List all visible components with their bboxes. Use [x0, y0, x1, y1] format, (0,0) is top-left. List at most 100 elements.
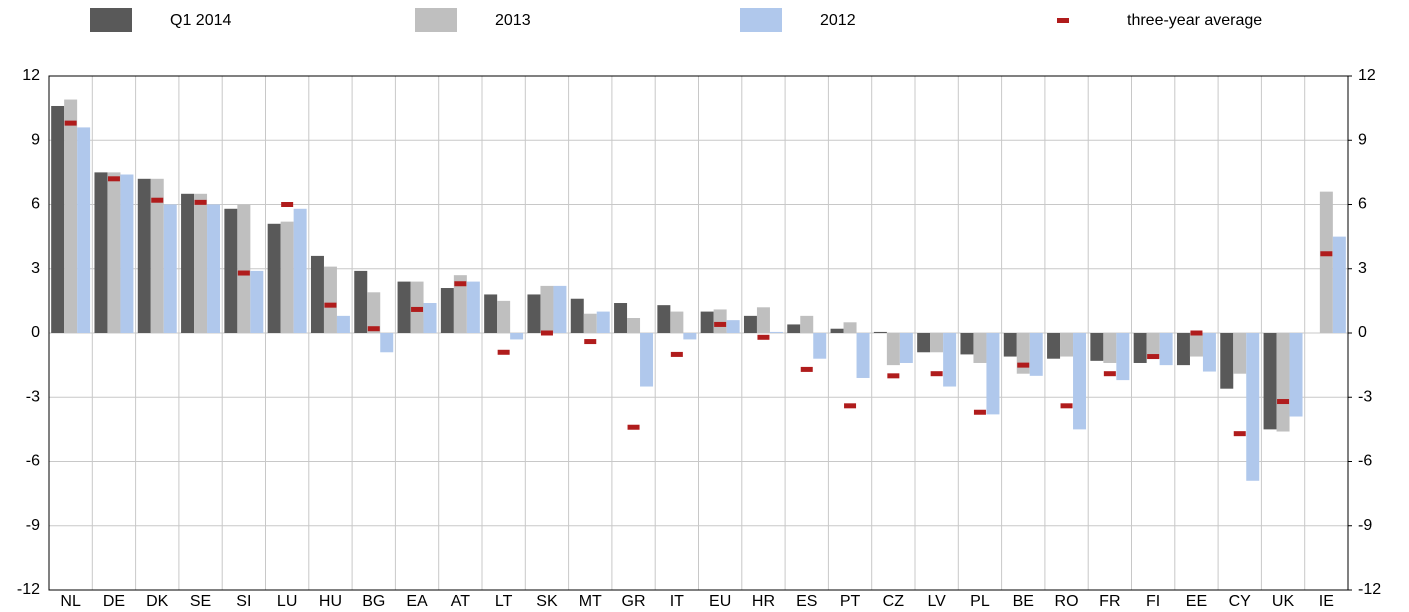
x-tick-label: NL [60, 593, 81, 610]
bar [986, 333, 1000, 415]
bar [310, 255, 324, 333]
y-tick-label: -9 [26, 517, 40, 534]
marker [107, 176, 120, 182]
bar [1246, 333, 1260, 481]
x-tick-label: PT [840, 593, 861, 610]
x-tick-label: BE [1013, 593, 1034, 610]
x-tick-label: EA [406, 593, 428, 610]
x-tick-label: HR [752, 593, 775, 610]
marker [194, 199, 207, 205]
y-tick-label: -12 [17, 581, 40, 598]
bar [596, 311, 610, 333]
bar [570, 298, 584, 333]
bar [1090, 333, 1104, 361]
bar [1029, 333, 1043, 376]
bar [137, 178, 151, 333]
x-tick-label: EU [709, 593, 731, 610]
y2-tick-label: -6 [1358, 453, 1372, 470]
x-tick-label: SI [236, 593, 251, 610]
bar [397, 281, 411, 333]
marker [1060, 403, 1073, 409]
bar [930, 333, 944, 353]
bar [250, 270, 264, 333]
y2-tick-label: -9 [1358, 517, 1372, 534]
marker [887, 373, 900, 379]
bar [769, 331, 783, 333]
marker [800, 366, 813, 372]
x-tick-label: SE [190, 593, 211, 610]
y-tick-label: 0 [31, 324, 40, 341]
bar [856, 333, 870, 378]
bar [1289, 333, 1303, 417]
x-tick-label: IE [1319, 593, 1334, 610]
marker [627, 424, 640, 430]
legend-label: 2013 [495, 12, 531, 29]
y2-tick-label: -3 [1358, 388, 1372, 405]
bar [484, 294, 498, 333]
bar [293, 208, 307, 333]
marker [1017, 362, 1030, 368]
bar [380, 333, 394, 353]
bar [163, 204, 177, 333]
y-tick-label: -3 [26, 388, 40, 405]
bar [224, 208, 238, 333]
bar [77, 127, 91, 334]
marker [714, 321, 727, 327]
legend-swatch [740, 8, 782, 32]
marker [1233, 431, 1246, 437]
x-tick-label: HU [319, 593, 342, 610]
x-tick-label: ES [796, 593, 817, 610]
y2-tick-label: 0 [1358, 324, 1367, 341]
y-tick-label: -6 [26, 453, 40, 470]
bar [1319, 191, 1333, 333]
bar [1220, 333, 1234, 389]
y-tick-label: 6 [31, 196, 40, 213]
bar [323, 266, 337, 333]
marker [367, 326, 380, 332]
bar [527, 294, 541, 333]
bar [51, 105, 65, 333]
bar [553, 285, 567, 333]
bar [540, 285, 554, 333]
x-tick-label: PL [970, 593, 990, 610]
bar [1073, 333, 1087, 430]
bar [64, 99, 78, 333]
bar [873, 331, 887, 333]
legend-swatch [1057, 18, 1069, 23]
bar [899, 333, 913, 363]
bar [423, 303, 437, 333]
bar [94, 172, 108, 333]
bar [194, 193, 208, 333]
bar [1202, 333, 1216, 372]
bar [510, 333, 524, 340]
y-tick-label: 9 [31, 131, 40, 148]
bar [583, 313, 597, 333]
bar [120, 174, 134, 333]
marker [1277, 399, 1290, 405]
marker [844, 403, 857, 409]
y-tick-label: 12 [22, 67, 40, 84]
bar [1332, 236, 1346, 333]
x-tick-label: AT [451, 593, 470, 610]
bar [670, 311, 684, 333]
bar [787, 324, 801, 333]
bar [280, 221, 294, 333]
y2-tick-label: -12 [1358, 581, 1381, 598]
x-tick-label: CZ [883, 593, 905, 610]
marker [1190, 330, 1203, 336]
bar [756, 307, 770, 333]
bar [1133, 333, 1147, 363]
bar [1003, 333, 1017, 357]
bar [843, 322, 857, 333]
x-tick-label: DE [103, 593, 125, 610]
bar [1263, 333, 1277, 430]
bar [657, 305, 671, 333]
x-tick-label: UK [1272, 593, 1295, 610]
x-tick-label: SK [536, 593, 558, 610]
marker [1147, 354, 1160, 360]
bar [627, 318, 641, 333]
x-tick-label: CY [1229, 593, 1252, 610]
marker [411, 306, 424, 312]
bar [886, 333, 900, 366]
